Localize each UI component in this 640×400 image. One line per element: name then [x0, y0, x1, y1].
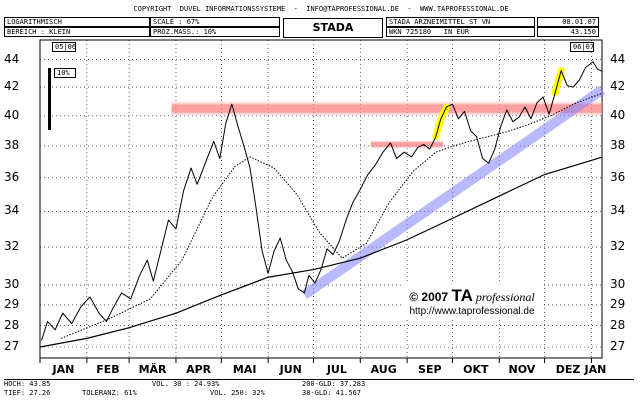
month-ticks: [39, 358, 592, 363]
month-label: DEZ: [555, 363, 581, 376]
scale-type-label: LOGARITHMISCH: [4, 17, 150, 27]
chart-title: STADA: [283, 18, 383, 38]
y-tick-label: 34: [610, 203, 626, 218]
y-tick-label: 36: [610, 169, 626, 184]
scale-label: SCALE : 67%: [150, 17, 280, 27]
logo-url: http://www.taprofessional.de: [409, 306, 535, 317]
y-tick-label: 29: [4, 296, 20, 311]
year-marker-right: 06|07: [570, 42, 594, 52]
y-tick-label: 40: [4, 107, 20, 122]
y-tick-label: 40: [610, 107, 626, 122]
month-label: JAN: [584, 363, 607, 376]
scale-bar: [48, 68, 51, 130]
logo-copyright: © 2007: [409, 290, 452, 304]
month-label: FEB: [96, 363, 120, 376]
y-tick-label: 27: [4, 339, 20, 353]
month-label: MAI: [232, 363, 257, 376]
stat-hoch: HOCH: 43.85: [4, 380, 51, 388]
y-tick-label: 44: [4, 51, 20, 66]
range-label: BEREICH : KLEIN: [4, 27, 150, 37]
month-label: JUN: [279, 363, 302, 376]
y-tick-label: 30: [610, 277, 626, 292]
resistance-zones: [171, 99, 602, 150]
stat-gld38: 38-GLD: 41.567: [302, 389, 362, 397]
y-tick-label: 38: [4, 137, 20, 152]
resistance-zone: [171, 99, 602, 118]
y-tick-label: 29: [610, 296, 626, 311]
last-price-label: 43.150: [537, 27, 599, 37]
logo-brand: TA: [451, 286, 473, 305]
stat-toleranz: TOLERANZ: 61%: [82, 389, 137, 397]
y-tick-label: 38: [610, 137, 626, 152]
month-label: NOV: [508, 363, 536, 376]
month-label: OKT: [463, 363, 489, 376]
y-tick-label: 32: [610, 239, 626, 254]
stats-divider: [4, 379, 634, 380]
scale-marker: 10%: [54, 68, 76, 78]
gld200-line: [39, 156, 603, 348]
y-tick-label: 42: [610, 79, 626, 94]
y-tick-label: 27: [610, 339, 626, 353]
y-tick-label: 28: [4, 317, 20, 332]
stat-tief: TIEF: 27.26: [4, 389, 51, 397]
y-tick-label: 44: [610, 51, 626, 66]
date-label: 08.01.07: [537, 17, 599, 27]
trend-channel: [301, 85, 605, 300]
company-label: STADA ARZNEIMITTEL ST VN: [386, 17, 535, 27]
month-label: JAN: [52, 363, 75, 376]
y-tick-label: 30: [4, 277, 20, 292]
series-lines: [39, 61, 603, 348]
month-label: MÄR: [138, 363, 167, 376]
y-tick-label: 36: [4, 169, 20, 184]
copyright-line: COPYRIGHT DUVEL INFORMATIONSSYSTEME - IN…: [133, 5, 509, 13]
month-label: SEP: [418, 363, 442, 376]
price-line: [41, 61, 603, 341]
trend-channel-band: [301, 85, 605, 300]
logo-brand-suffix: professional: [472, 290, 535, 304]
prozmass-label: PROZ.MASS.: 10%: [150, 27, 280, 37]
resistance-zone: [370, 139, 444, 150]
wkn-label: WKN 725180 IN EUR: [386, 27, 535, 37]
y-tick-label: 34: [4, 203, 20, 218]
stat-gld200: 200-GLD: 37.283: [302, 380, 366, 388]
y-tick-label: 28: [610, 317, 626, 332]
ta-professional-logo: © 2007 TA professional http://www.taprof…: [402, 284, 542, 320]
month-label: APR: [186, 363, 212, 376]
year-marker-left: 05|06: [52, 42, 76, 52]
y-tick-label: 32: [4, 239, 20, 254]
month-label: AUG: [370, 363, 397, 376]
stat-vol30: VOL. 30 : 24.93%: [152, 380, 220, 388]
y-tick-label: 42: [4, 79, 20, 94]
month-label: JUL: [326, 363, 347, 376]
stat-vol250: VOL. 250: 32%: [210, 389, 265, 397]
